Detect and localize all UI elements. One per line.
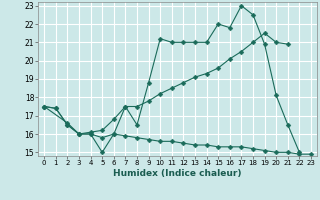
X-axis label: Humidex (Indice chaleur): Humidex (Indice chaleur) [113, 169, 242, 178]
